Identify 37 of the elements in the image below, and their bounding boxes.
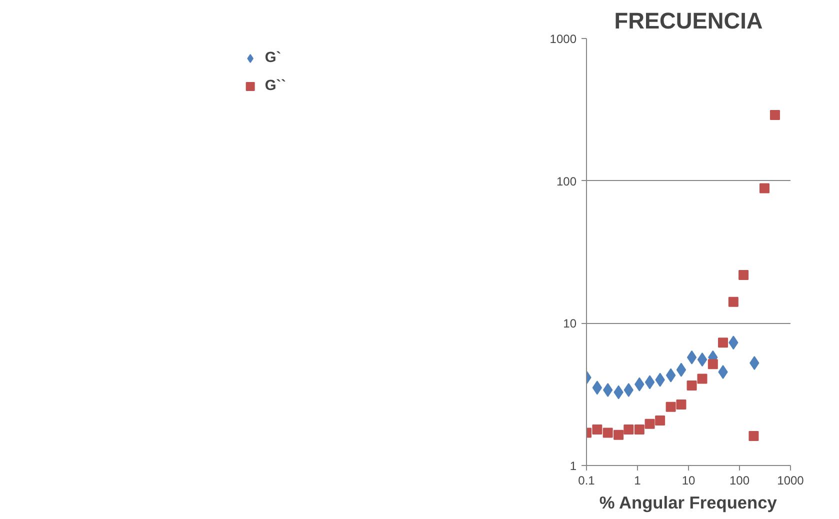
point — [666, 368, 676, 382]
chart-title: FRECUENCIA — [614, 8, 763, 34]
point — [676, 400, 686, 410]
point — [718, 338, 728, 348]
x-axis-title: % Angular Frequency — [599, 492, 778, 512]
point — [738, 270, 749, 280]
point — [602, 428, 613, 438]
point — [697, 352, 708, 367]
point — [770, 110, 780, 120]
point — [614, 430, 624, 440]
x-tick-label: 10 — [682, 474, 696, 488]
y-tick-label: 1000 — [550, 32, 577, 46]
point — [676, 362, 686, 377]
point — [686, 380, 697, 390]
x-tick-label: 1000 — [777, 474, 804, 488]
point — [666, 402, 676, 412]
point — [592, 380, 602, 395]
point — [708, 359, 718, 370]
point — [634, 424, 644, 435]
x-tick-label: 100 — [729, 474, 750, 488]
point — [644, 375, 655, 390]
point — [644, 418, 655, 429]
point — [728, 296, 738, 307]
point — [759, 183, 770, 194]
y-tick-label: 1 — [570, 459, 577, 473]
point — [655, 416, 666, 426]
point — [592, 424, 602, 435]
legend-label: G`` — [264, 78, 286, 94]
point — [686, 350, 697, 364]
point — [624, 424, 634, 435]
point — [697, 374, 708, 384]
y-tick-label: 100 — [556, 174, 577, 188]
legend-label: G` — [264, 50, 282, 66]
x-tick-label: 0.1 — [578, 474, 596, 488]
y-tick-label: 10 — [563, 316, 577, 331]
x-tick-label: 1 — [634, 474, 642, 488]
point — [748, 431, 759, 442]
